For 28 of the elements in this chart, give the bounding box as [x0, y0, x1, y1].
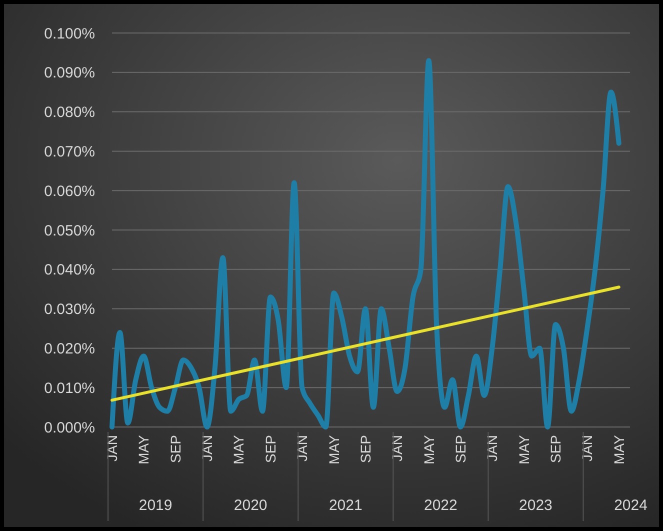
y-tick-label: 0.030% — [44, 301, 95, 318]
x-tick-label: MAY — [420, 434, 437, 464]
x-tick-label: SEP — [357, 435, 374, 464]
y-tick-label: 0.090% — [44, 64, 95, 82]
x-tick-label: MAY — [136, 434, 152, 464]
y-tick-label: 0.040% — [44, 262, 95, 279]
x-tick-label: SEP — [452, 435, 468, 464]
x-tick-label: MAY — [610, 434, 627, 464]
x-tick-label: SEP — [548, 435, 564, 464]
y-tick-label: 0.060% — [44, 182, 95, 200]
y-tick-label: 0.100% — [44, 25, 95, 42]
y-tick-label: 0.000% — [44, 419, 95, 436]
x-tick-label: MAY — [326, 434, 342, 464]
text: 2020 — [234, 497, 268, 514]
x-tick-label: SEP — [167, 435, 184, 464]
x-tick-label: SEP — [262, 435, 278, 464]
text: 2022 — [424, 497, 458, 514]
y-tick-label: 0.020% — [44, 340, 95, 358]
y-tick-label: 0.070% — [44, 143, 95, 160]
y-tick-label: 0.050% — [44, 222, 95, 240]
text: 2019 — [138, 497, 172, 514]
text: 2023 — [519, 497, 552, 514]
x-tick-label: MAY — [516, 434, 532, 464]
y-tick-label: 0.080% — [44, 104, 95, 122]
y-tick-label: 0.010% — [44, 380, 95, 397]
text: 2021 — [328, 497, 362, 514]
x-tick-label: MAY — [230, 434, 247, 464]
text: 2024 — [614, 497, 648, 514]
